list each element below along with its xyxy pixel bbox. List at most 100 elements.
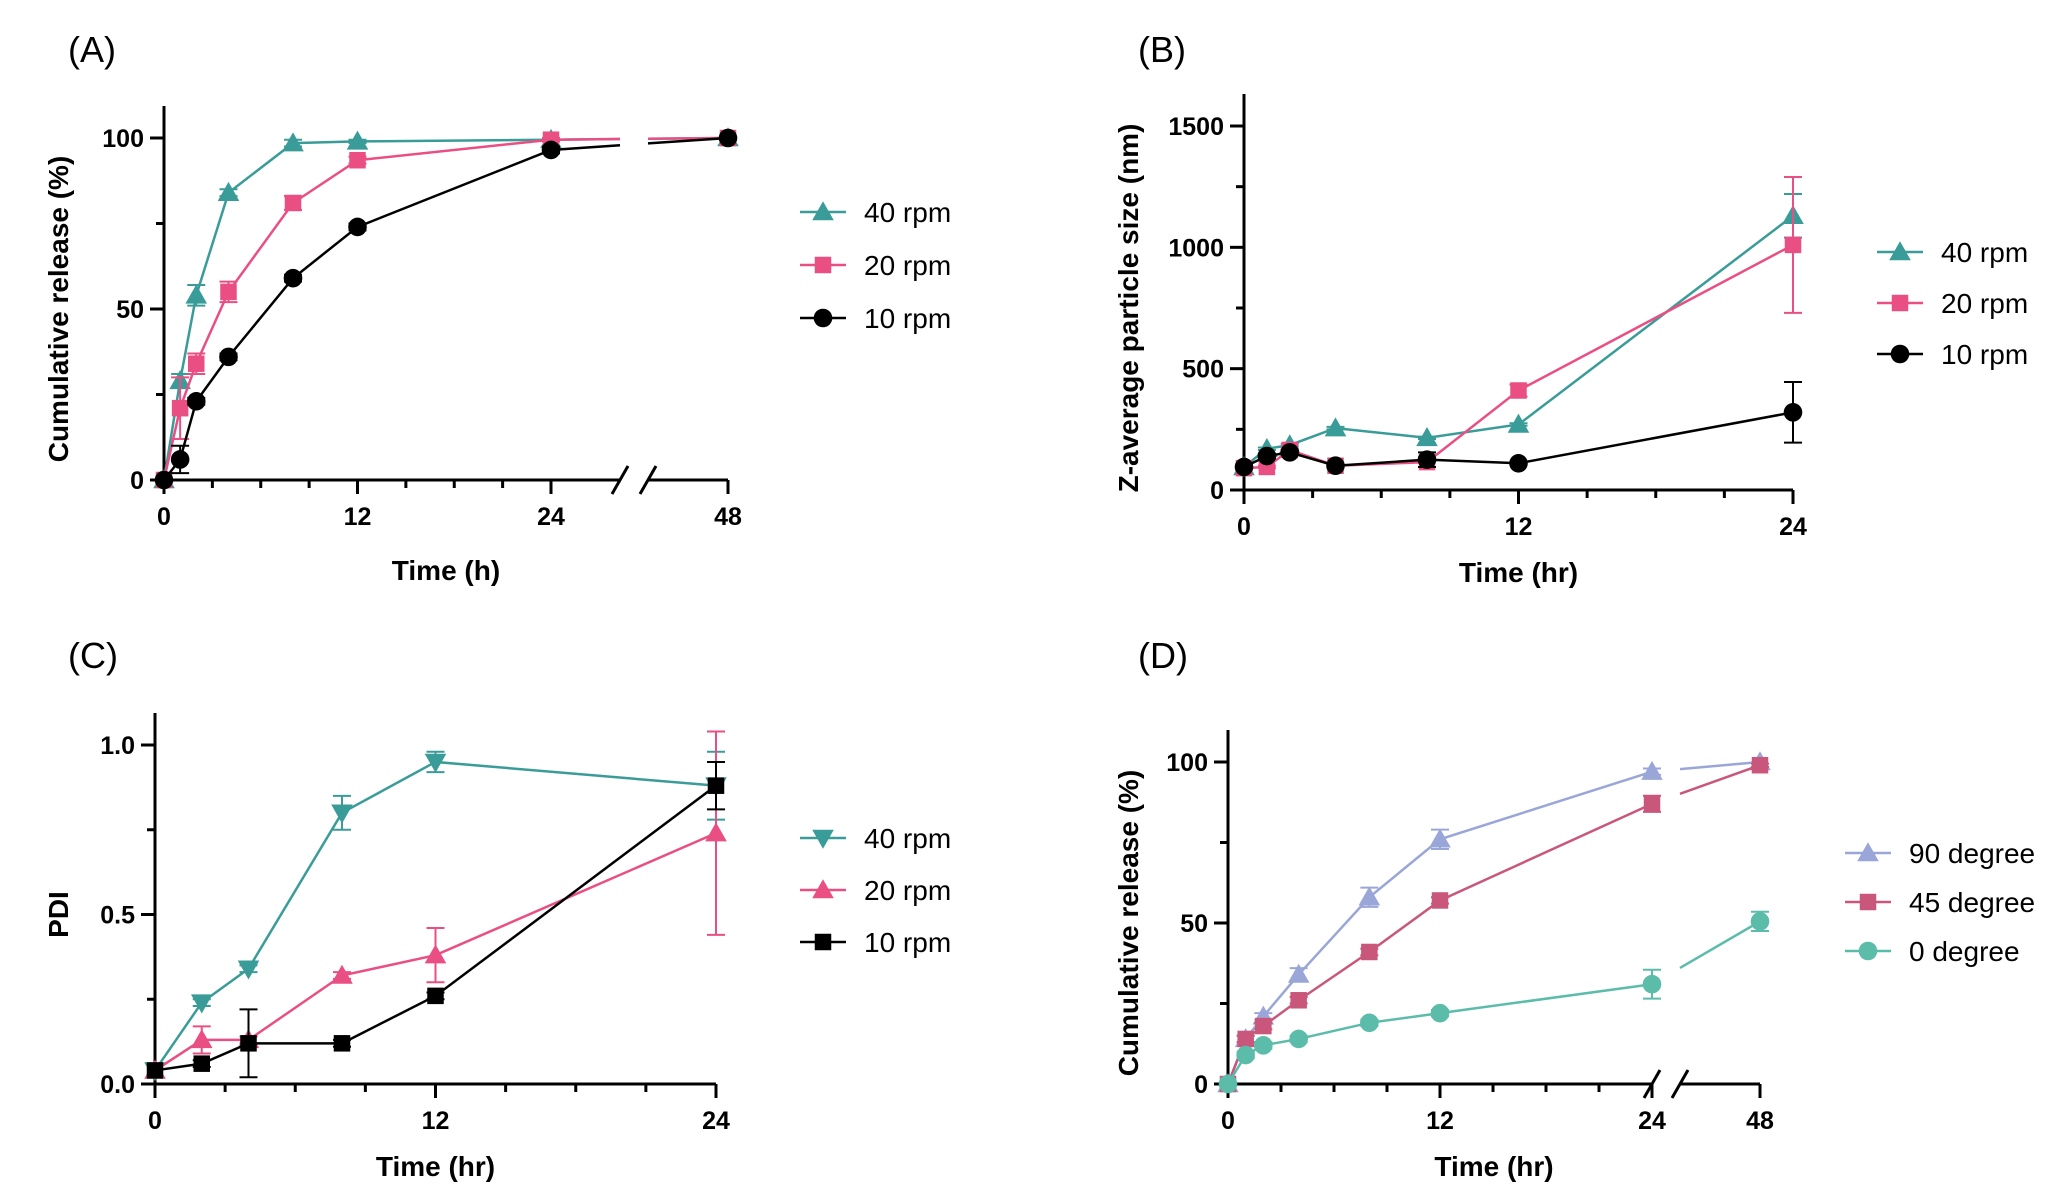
series-line [153, 760, 717, 1072]
legend-marker [814, 256, 832, 274]
y-axis-title: Cumulative release (%) [1113, 770, 1144, 1077]
legend-marker [1858, 941, 1878, 961]
legend-marker [1891, 294, 1909, 312]
series-0 [153, 127, 739, 489]
legend-label: 10 rpm [864, 303, 951, 334]
legend-label: 40 rpm [1941, 237, 2028, 268]
data-point [1326, 456, 1345, 476]
y-tick-label: 50 [1180, 910, 1208, 938]
data-point [1417, 450, 1437, 469]
data-point [170, 450, 190, 469]
y-tick-label: 0 [130, 467, 144, 495]
data-point [219, 347, 238, 367]
axis-break-mark [610, 465, 630, 495]
legend-marker [1889, 241, 1911, 261]
chart-panel-d: (D) 0 50 100 0 12 24 48 Time (hr) Cumulative rele… [1113, 635, 2035, 1182]
data-point [284, 194, 302, 212]
y-tick-label: 0 [1210, 477, 1224, 505]
y-axis-title: Z-average particle size (nm) [1113, 124, 1144, 493]
data-point [541, 140, 561, 160]
x-tick-label: 12 [344, 503, 372, 531]
legend-label: 45 degree [1909, 887, 2035, 918]
series-line [647, 136, 729, 145]
legend-marker [812, 829, 834, 849]
y-tick-label: 50 [116, 296, 144, 324]
data-point [1218, 1074, 1238, 1094]
series-2 [1234, 381, 1803, 477]
x-tick-label: 24 [702, 1107, 730, 1135]
data-point [1255, 1017, 1272, 1035]
data-point [1784, 236, 1802, 254]
x-tick-label: 24 [1638, 1107, 1666, 1135]
y-axis-title: Cumulative release (%) [43, 156, 74, 463]
y-tick-label: 100 [1166, 749, 1208, 777]
y-axis-title: PDI [43, 891, 74, 938]
data-point [154, 470, 174, 490]
panel-label: (C) [68, 635, 118, 676]
data-point [331, 964, 353, 984]
x-tick-label: 12 [422, 1107, 450, 1135]
legend-label: 20 rpm [864, 250, 951, 281]
data-point [1360, 1013, 1379, 1033]
legend-marker [1859, 893, 1877, 911]
y-tick-label: 500 [1182, 356, 1224, 384]
data-point [1510, 382, 1527, 399]
data-point [146, 1062, 164, 1079]
data-point [1416, 427, 1438, 447]
data-point [188, 355, 205, 372]
y-tick-label: 0.0 [100, 1071, 135, 1099]
data-point [1358, 886, 1381, 906]
legend-marker [1890, 344, 1910, 364]
legend-label: 40 rpm [864, 823, 951, 854]
axis-break-mark [638, 465, 658, 495]
legend-label: 90 degree [1909, 838, 2035, 869]
data-point [1641, 760, 1663, 780]
data-point [424, 753, 447, 773]
data-point [240, 1035, 257, 1052]
y-tick-label: 1.0 [100, 732, 135, 760]
y-tick-label: 100 [102, 125, 144, 153]
x-tick-label: 0 [1221, 1107, 1235, 1135]
y-tick-label: 1500 [1168, 113, 1224, 141]
y-tick-label: 0.5 [100, 902, 135, 930]
data-point [1643, 795, 1661, 813]
x-axis-title: Time (hr) [376, 1151, 495, 1182]
series-2 [154, 128, 738, 490]
data-point [1509, 454, 1528, 473]
data-point [331, 804, 353, 824]
series-0 [144, 750, 727, 1082]
series-line [163, 144, 621, 481]
panel-label: (B) [1138, 29, 1186, 70]
series-0 [1233, 192, 1804, 476]
series-2 [1218, 910, 1770, 1094]
data-point [237, 960, 260, 980]
series-1 [155, 129, 737, 489]
data-point [705, 822, 727, 842]
series-line [1679, 764, 1761, 796]
x-tick-label: 48 [714, 503, 742, 531]
series-line [1679, 760, 1761, 771]
data-point [186, 392, 206, 411]
data-point [220, 283, 237, 301]
x-tick-label: 12 [1426, 1107, 1454, 1135]
y-tick-label: 0 [1194, 1071, 1208, 1099]
chart-panel-a: (A) 0 50 100 0 12 24 48 Time (h) Cumulative relea… [43, 29, 951, 586]
legend-label: 10 rpm [864, 927, 951, 958]
data-point [190, 1029, 213, 1049]
data-point [1750, 912, 1770, 931]
legend-marker [812, 879, 834, 899]
y-tick-label: 1000 [1168, 234, 1224, 262]
x-axis-title: Time (h) [392, 555, 500, 586]
data-point [424, 944, 447, 964]
data-point [217, 181, 240, 201]
data-point [718, 128, 738, 148]
data-point [1254, 1036, 1273, 1055]
legend-label: 20 rpm [1941, 288, 2028, 319]
data-point [1257, 446, 1277, 466]
data-point [185, 284, 208, 304]
data-point [1430, 1003, 1450, 1023]
data-point [346, 130, 369, 150]
data-point [1431, 892, 1449, 909]
data-point [1507, 413, 1530, 433]
data-point [707, 777, 725, 794]
